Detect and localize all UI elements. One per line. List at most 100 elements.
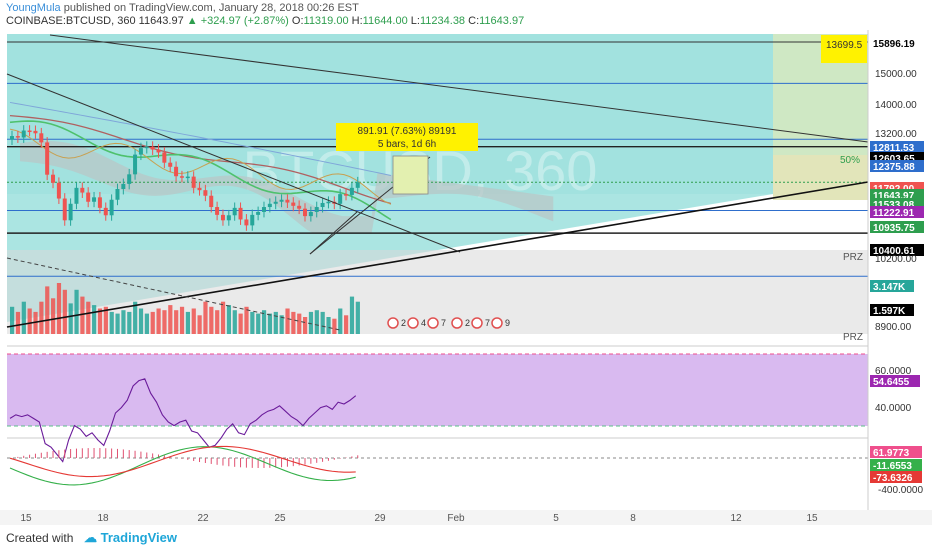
price-label-bg (870, 141, 924, 153)
rsi-line (9, 378, 357, 463)
macd-label: -73.6326 (873, 473, 913, 484)
candle-body (162, 152, 167, 163)
target-box-bg (821, 35, 867, 63)
author-name[interactable]: YoungMula (6, 2, 61, 14)
candle-body (238, 207, 243, 220)
measure-tooltip-text: 891.91 (7.63%) 89191 (358, 126, 457, 137)
volume-bar (80, 296, 85, 334)
time-tick: 12 (730, 513, 742, 524)
price-label: 10935.75 (873, 223, 915, 234)
volume-bar (10, 306, 15, 334)
candle-body (303, 208, 307, 217)
target-box-text: 13699.5 (826, 40, 863, 51)
volume-bar (56, 283, 62, 334)
price-label-bg (870, 160, 924, 172)
volume-bar (92, 305, 97, 334)
candle-body (256, 211, 261, 215)
price-label: 12603.65 (873, 154, 915, 165)
time-tick: 18 (97, 513, 109, 524)
fib-50-label: 50% (840, 155, 860, 166)
macd-line (9, 446, 356, 486)
macd-label: -11.6553 (873, 461, 912, 472)
candle-body (174, 166, 179, 177)
candle-body (10, 136, 14, 140)
volume-bar (297, 313, 302, 334)
volume-bar (185, 311, 190, 334)
volume-bar (285, 308, 290, 334)
price-tick: 15000.00 (875, 69, 917, 80)
volume-bar (355, 301, 360, 334)
volume-bar (314, 310, 319, 334)
candle-body (261, 207, 266, 212)
abcd-leg (309, 211, 358, 255)
candle-body (27, 130, 32, 133)
volume-bar (215, 310, 220, 334)
created-with-text: Created with (6, 531, 74, 545)
open-value: 11319.00 (303, 15, 349, 27)
symbol-name: COINBASE:BTCUSD, 360 (6, 15, 136, 27)
candle-body (285, 199, 290, 203)
candle-body (56, 182, 61, 199)
candle-body (133, 154, 138, 175)
volume-bar (121, 310, 126, 334)
candle-body (267, 203, 272, 208)
candle-body (209, 195, 214, 208)
event-count: 7 (441, 318, 446, 328)
volume-bar (303, 317, 308, 334)
event-count: 4 (421, 318, 426, 328)
volume-bar (344, 315, 349, 334)
open-label: O: (291, 15, 304, 27)
volume-bar (256, 313, 261, 334)
candle-body (349, 187, 354, 195)
high-value: 11644.00 (362, 15, 408, 27)
time-axis-bg (0, 510, 932, 525)
ma-blue (9, 101, 392, 176)
price-label: 11533.08 (873, 200, 915, 211)
candle-body (226, 215, 231, 221)
chart-header: YoungMula published on TradingView.com, … (0, 0, 932, 30)
macd-label: 61.9773 (873, 448, 910, 459)
candle-body (80, 187, 85, 193)
candle-body (179, 176, 184, 178)
volume-bar (15, 311, 21, 334)
macd-label-bg (870, 471, 922, 483)
volume-bar (338, 308, 343, 334)
candle-body (138, 148, 143, 155)
time-tick: 15 (20, 513, 32, 524)
ma-mid (9, 120, 392, 221)
measure-box (392, 155, 429, 195)
candle-body (215, 207, 220, 215)
high-label: H: (351, 15, 363, 27)
time-tick: 22 (197, 513, 209, 524)
volume-bar (144, 313, 149, 334)
volume-bar (162, 310, 167, 334)
tradingview-logo[interactable]: ☁ TradingView (84, 530, 177, 546)
volume-bar (267, 313, 273, 334)
down-trendline (6, 73, 461, 253)
event-count: 9 (505, 318, 510, 328)
candle-body (344, 194, 349, 196)
fib-zone (773, 155, 868, 200)
volume-bar (103, 306, 108, 334)
measure-tooltip-bg (336, 123, 478, 151)
price-tick: 8900.00 (875, 322, 912, 333)
volume-bar (197, 315, 202, 334)
candle-body (297, 205, 302, 209)
macd-tick: -400.0000 (878, 485, 923, 496)
price-tick: 13200.00 (875, 129, 917, 140)
rsi-value-label-bg (870, 375, 920, 387)
time-tick: 15 (806, 513, 818, 524)
volume-bar (150, 311, 155, 334)
candle-body (168, 162, 173, 167)
volume-bar (326, 317, 331, 334)
price-tick: 14000.00 (875, 100, 917, 111)
volume-bar (68, 303, 73, 334)
price-label-bg (870, 206, 924, 218)
volume-bar (226, 305, 232, 334)
volume-bar (97, 308, 103, 334)
close-label: C: (468, 15, 480, 27)
rsi-tick: 60.0000 (875, 366, 912, 377)
candle-body (21, 130, 26, 138)
volume-bar (273, 311, 278, 334)
